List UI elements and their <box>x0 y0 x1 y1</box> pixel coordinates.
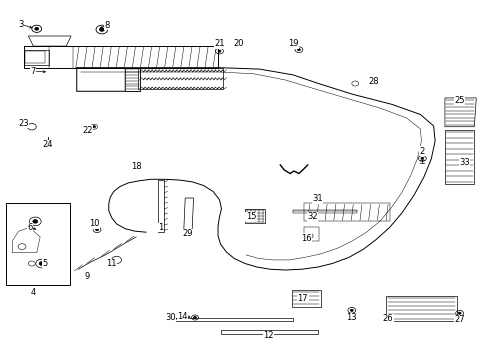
Text: 28: 28 <box>368 77 379 85</box>
Text: 27: 27 <box>454 315 465 324</box>
Circle shape <box>218 50 221 52</box>
Text: 6: 6 <box>28 223 33 232</box>
Circle shape <box>350 309 353 311</box>
Circle shape <box>99 28 104 31</box>
Text: 31: 31 <box>312 194 323 203</box>
Circle shape <box>194 316 196 319</box>
Text: 11: 11 <box>106 259 117 268</box>
Text: 4: 4 <box>31 288 36 297</box>
Circle shape <box>93 126 96 128</box>
Text: 5: 5 <box>43 259 48 268</box>
Circle shape <box>33 220 38 223</box>
Text: 8: 8 <box>104 21 109 30</box>
Text: 9: 9 <box>85 272 90 281</box>
Text: 15: 15 <box>245 212 256 221</box>
Text: 2: 2 <box>420 147 425 156</box>
Text: 13: 13 <box>346 313 357 322</box>
Text: 32: 32 <box>307 212 318 221</box>
Text: 25: 25 <box>454 96 465 105</box>
Text: 24: 24 <box>43 140 53 149</box>
Text: 12: 12 <box>263 331 274 340</box>
Circle shape <box>39 262 44 265</box>
Text: 23: 23 <box>18 118 29 127</box>
Text: 14: 14 <box>177 311 188 320</box>
Text: 10: 10 <box>89 219 99 228</box>
Circle shape <box>46 143 50 147</box>
Text: 16: 16 <box>301 234 312 243</box>
Text: 30: 30 <box>165 313 176 322</box>
Text: 1: 1 <box>158 223 163 232</box>
Text: 7: 7 <box>31 67 36 76</box>
Circle shape <box>458 312 461 314</box>
Text: 19: 19 <box>288 40 298 49</box>
Circle shape <box>421 157 424 159</box>
Text: 3: 3 <box>18 19 23 29</box>
Circle shape <box>96 229 98 231</box>
Text: 21: 21 <box>214 40 225 49</box>
Text: 18: 18 <box>131 162 142 171</box>
Text: 17: 17 <box>297 294 308 302</box>
Text: 20: 20 <box>234 40 245 49</box>
Circle shape <box>297 49 300 51</box>
Text: 29: 29 <box>182 230 193 239</box>
Text: 26: 26 <box>383 314 393 323</box>
Circle shape <box>35 27 39 30</box>
Text: 33: 33 <box>459 158 470 167</box>
Text: 22: 22 <box>82 126 93 135</box>
